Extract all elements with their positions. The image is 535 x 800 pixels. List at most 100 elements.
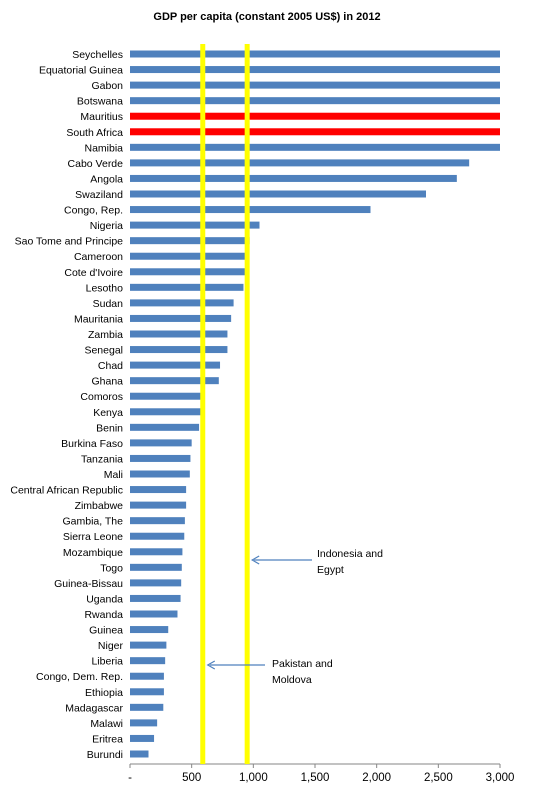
category-label: Ghana bbox=[91, 376, 123, 388]
bar-benin bbox=[130, 423, 200, 431]
x-tick-label: 500 bbox=[182, 772, 201, 784]
bar-cameroon bbox=[130, 252, 249, 260]
bar-niger bbox=[130, 641, 167, 649]
category-label: Cabo Verde bbox=[68, 158, 124, 170]
bar-burkina-faso bbox=[130, 439, 192, 447]
category-label: Burundi bbox=[87, 749, 123, 761]
bar-liberia bbox=[130, 657, 166, 665]
bar-gabon bbox=[130, 81, 500, 89]
bar-seychelles bbox=[130, 50, 500, 58]
category-label: Lesotho bbox=[86, 282, 124, 294]
category-label: Sao Tome and Principe bbox=[15, 236, 124, 248]
category-label: Madagascar bbox=[65, 702, 123, 714]
bar-rwanda bbox=[130, 610, 178, 618]
bar-cabo-verde bbox=[130, 159, 470, 167]
category-label: Zambia bbox=[88, 329, 123, 341]
bar-tanzania bbox=[130, 454, 191, 462]
x-tick-label: 2,500 bbox=[424, 772, 453, 784]
category-label: Comoros bbox=[80, 391, 123, 403]
category-label: Sierra Leone bbox=[63, 531, 123, 543]
bar-mali bbox=[130, 470, 190, 478]
bar-malawi bbox=[130, 719, 158, 727]
category-label: Gambia, The bbox=[62, 516, 123, 528]
bar-burundi bbox=[130, 750, 149, 758]
category-label: Malawi bbox=[90, 718, 123, 730]
category-label: Nigeria bbox=[90, 220, 123, 232]
category-label: Swaziland bbox=[75, 189, 123, 201]
category-label: Botswana bbox=[77, 96, 123, 108]
bar-angola bbox=[130, 174, 457, 182]
category-label: Ethiopia bbox=[85, 687, 123, 699]
category-label-group: Seychelles Equatorial Guinea Gabon Botswana… bbox=[10, 49, 123, 761]
bar-south-africa bbox=[130, 128, 500, 136]
category-label: Guinea bbox=[89, 625, 123, 637]
category-label: Niger bbox=[98, 640, 124, 652]
category-label: Mauritania bbox=[74, 313, 123, 325]
bar-uganda bbox=[130, 594, 181, 602]
category-label: Mali bbox=[104, 469, 123, 481]
bar-zimbabwe bbox=[130, 501, 187, 509]
category-label: Angola bbox=[90, 173, 123, 185]
x-tick-label: - bbox=[128, 772, 132, 784]
category-label: Mozambique bbox=[63, 547, 123, 559]
category-label: Congo, Rep. bbox=[64, 205, 123, 217]
annotation-text: Pakistan and bbox=[272, 658, 333, 670]
category-label: Kenya bbox=[93, 407, 123, 419]
category-label: Eritrea bbox=[92, 733, 123, 745]
category-label: Cote d'Ivoire bbox=[64, 267, 123, 279]
reference-line-group bbox=[200, 44, 250, 764]
x-tick-label: 1,500 bbox=[301, 772, 330, 784]
bar-nigeria bbox=[130, 221, 260, 229]
category-label: Tanzania bbox=[81, 453, 123, 465]
category-label: Mauritius bbox=[80, 111, 123, 123]
bar-swaziland bbox=[130, 190, 426, 198]
category-label: Namibia bbox=[84, 142, 123, 154]
bar-equatorial-guinea bbox=[130, 66, 500, 74]
category-label: Chad bbox=[98, 360, 123, 372]
bar-namibia bbox=[130, 143, 500, 151]
category-label: Senegal bbox=[84, 345, 123, 357]
bar-congo-dem-rep- bbox=[130, 672, 164, 680]
annotation-text: Egypt bbox=[317, 564, 344, 576]
category-label: Seychelles bbox=[72, 49, 123, 61]
category-label: Liberia bbox=[91, 656, 123, 668]
x-axis: - 500 1,000 1,500 2,000 2,500 3,000 bbox=[128, 763, 514, 784]
x-tick-label: 2,000 bbox=[362, 772, 391, 784]
annotation-group: Indonesia and Egypt Pakistan and Moldova bbox=[206, 548, 383, 686]
chart-title: GDP per capita (constant 2005 US$) in 20… bbox=[153, 11, 380, 23]
bar-senegal bbox=[130, 346, 228, 354]
category-label: Guinea-Bissau bbox=[54, 578, 123, 590]
category-label: Sudan bbox=[93, 298, 124, 310]
category-label: Uganda bbox=[86, 593, 123, 605]
category-label: South Africa bbox=[66, 127, 123, 139]
bar-guinea-bissau bbox=[130, 579, 182, 587]
bar-gambia-the bbox=[130, 517, 185, 525]
category-label: Equatorial Guinea bbox=[39, 65, 123, 77]
bar-cote-d-ivoire bbox=[130, 268, 248, 276]
bar-sierra-leone bbox=[130, 532, 185, 540]
bar-chad bbox=[130, 361, 221, 369]
category-label: Burkina Faso bbox=[61, 438, 123, 450]
category-label: Benin bbox=[96, 422, 123, 434]
bar-congo-rep- bbox=[130, 206, 371, 214]
category-label: Cameroon bbox=[74, 251, 123, 263]
category-label: Rwanda bbox=[84, 609, 123, 621]
bar-zambia bbox=[130, 330, 228, 338]
bar-mauritania bbox=[130, 314, 232, 322]
x-tick-label: 1,000 bbox=[239, 772, 268, 784]
category-label: Zimbabwe bbox=[75, 500, 124, 512]
bar-mozambique bbox=[130, 548, 183, 556]
bar-comoros bbox=[130, 392, 204, 400]
bar-sao-tome-and-principe bbox=[130, 237, 250, 245]
bar-mauritius bbox=[130, 112, 500, 120]
category-label: Congo, Dem. Rep. bbox=[36, 671, 123, 683]
bar-madagascar bbox=[130, 703, 164, 711]
arrow-head-icon bbox=[250, 555, 260, 565]
bar-eritrea bbox=[130, 734, 155, 742]
bar-central-african-republic bbox=[130, 486, 187, 494]
bar-sudan bbox=[130, 299, 234, 307]
bar-ghana bbox=[130, 377, 219, 385]
annotation-text: Moldova bbox=[272, 674, 312, 686]
bar-guinea bbox=[130, 626, 169, 634]
